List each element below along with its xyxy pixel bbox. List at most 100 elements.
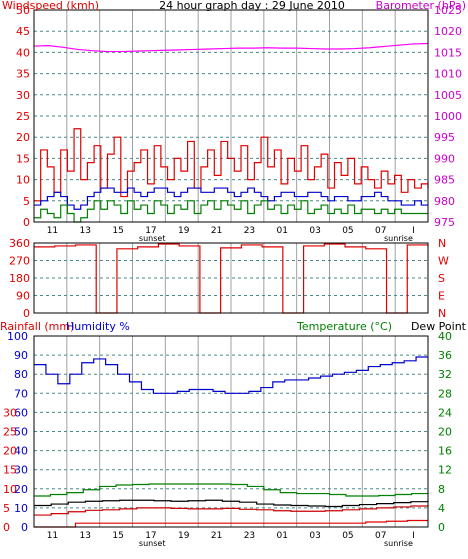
humidity-tick-label: 60 bbox=[14, 406, 28, 419]
left-tick-label: 45 bbox=[16, 25, 30, 38]
temperature-tick-label: 32 bbox=[438, 368, 452, 381]
right-axis-label: Barometer (hPa) bbox=[376, 0, 466, 12]
x-tick-label: 21 bbox=[211, 531, 222, 541]
temperature-tick-label: 16 bbox=[438, 445, 452, 458]
x-tick-label: 03 bbox=[309, 226, 320, 236]
rainfall-axis-label: Rainfall (mm) bbox=[0, 320, 74, 333]
x-tick-label: 23 bbox=[244, 531, 255, 541]
left-tick-label: 180 bbox=[9, 272, 30, 285]
temperature-tick-label: 40 bbox=[438, 330, 452, 343]
left-tick-label: 5 bbox=[23, 195, 30, 208]
temperature-tick-label: 28 bbox=[438, 387, 452, 400]
humidity-line bbox=[34, 356, 428, 394]
sunset-marker: sunset bbox=[139, 539, 166, 548]
rainfall-tick-label: 25 bbox=[3, 426, 17, 439]
temperature-tick-label: 24 bbox=[438, 406, 452, 419]
x-tick-label: 07 bbox=[375, 531, 386, 541]
x-tick-label: 01 bbox=[277, 226, 288, 236]
right-tick-label: 1020 bbox=[434, 25, 462, 38]
left-tick-label: 20 bbox=[16, 131, 30, 144]
left-axis-label: Windspeed (kmh) bbox=[2, 0, 99, 12]
compass-label: W bbox=[438, 255, 449, 268]
temperature-tick-label: 36 bbox=[438, 349, 452, 362]
plot-frame bbox=[33, 242, 429, 314]
left-tick-label: 0 bbox=[23, 307, 30, 320]
left-tick-label: 10 bbox=[16, 174, 30, 187]
left-tick-label: 0 bbox=[23, 216, 30, 229]
right-tick-label: 1000 bbox=[434, 110, 462, 123]
sunset-marker: sunset bbox=[139, 234, 166, 243]
humidity-tick-label: 70 bbox=[14, 387, 28, 400]
x-tick-label: I bbox=[412, 226, 415, 236]
temperature-tick-label: 20 bbox=[438, 426, 452, 439]
left-tick-label: 40 bbox=[16, 46, 30, 59]
left-tick-label: 90 bbox=[16, 290, 30, 303]
series-line bbox=[34, 187, 428, 210]
humidity-tick-label: 20 bbox=[14, 483, 28, 496]
right-tick-label: 1005 bbox=[434, 89, 462, 102]
x-tick-label: 11 bbox=[47, 226, 58, 236]
x-tick-label: 17 bbox=[145, 531, 156, 541]
dewpoint-axis-label: Dew Point bbox=[411, 320, 467, 333]
right-tick-label: 975 bbox=[434, 216, 455, 229]
right-tick-label: 990 bbox=[434, 152, 455, 165]
compass-label: N bbox=[438, 237, 446, 250]
left-tick-label: 30 bbox=[16, 89, 30, 102]
rainfall-tick-label: 20 bbox=[3, 445, 17, 458]
temperature-axis-label: Temperature (°C) bbox=[296, 320, 392, 333]
rainfall-line bbox=[34, 519, 428, 528]
rainfall-tick-label: 0 bbox=[3, 521, 10, 534]
x-tick-label: 01 bbox=[277, 531, 288, 541]
series-line bbox=[34, 128, 429, 202]
rainfall-tick-label: 15 bbox=[3, 464, 17, 477]
humidity-tick-label: 0 bbox=[21, 521, 28, 534]
humidity-tick-label: 100 bbox=[7, 330, 28, 343]
x-tick-label: I bbox=[412, 531, 415, 541]
rainfall-tick-label: 30 bbox=[3, 406, 17, 419]
x-tick-label: 19 bbox=[178, 531, 190, 541]
left-tick-label: 15 bbox=[16, 152, 30, 165]
series-line bbox=[34, 200, 428, 223]
humidity-tick-label: 80 bbox=[14, 368, 28, 381]
humidity-tick-label: 10 bbox=[14, 502, 28, 515]
x-tick-label: 13 bbox=[80, 531, 91, 541]
right-tick-label: 1025 bbox=[434, 4, 462, 17]
temperature-tick-label: 8 bbox=[438, 483, 445, 496]
x-tick-label: 21 bbox=[211, 226, 222, 236]
x-tick-label: 11 bbox=[47, 531, 58, 541]
plot-frame bbox=[33, 335, 429, 528]
sunrise-marker: sunrise bbox=[384, 234, 413, 243]
humidity-tick-label: 30 bbox=[14, 464, 28, 477]
left-tick-label: 50 bbox=[16, 4, 30, 17]
compass-label: N bbox=[438, 307, 446, 320]
left-tick-label: 25 bbox=[16, 110, 30, 123]
plot-frame bbox=[33, 9, 429, 223]
compass-label: E bbox=[438, 290, 445, 303]
chart-title: 24 hour graph day : 29 June 2010 bbox=[159, 0, 345, 12]
sunrise-marker: sunrise bbox=[384, 539, 413, 548]
x-tick-label: 13 bbox=[80, 226, 91, 236]
left-tick-label: 270 bbox=[9, 255, 30, 268]
right-tick-label: 995 bbox=[434, 131, 455, 144]
series-line bbox=[33, 42, 429, 53]
right-tick-label: 1015 bbox=[434, 46, 462, 59]
rainfall-tick-label: 10 bbox=[3, 483, 17, 496]
x-tick-label: 07 bbox=[375, 226, 386, 236]
rainfall-tick-label: 5 bbox=[3, 502, 10, 515]
compass-label: S bbox=[438, 272, 445, 285]
x-tick-label: 15 bbox=[112, 531, 123, 541]
temperature-tick-label: 12 bbox=[438, 464, 452, 477]
humidity-tick-label: 40 bbox=[14, 445, 28, 458]
right-tick-label: 980 bbox=[434, 195, 455, 208]
x-tick-label: 23 bbox=[244, 226, 255, 236]
humidity-tick-label: 50 bbox=[14, 426, 28, 439]
temperature-tick-label: 4 bbox=[438, 502, 445, 515]
humidity-tick-label: 90 bbox=[14, 349, 28, 362]
right-tick-label: 985 bbox=[434, 174, 455, 187]
temperature-tick-label: 0 bbox=[438, 521, 445, 534]
temperature-line bbox=[34, 499, 429, 508]
x-tick-label: 03 bbox=[309, 531, 320, 541]
x-tick-label: 15 bbox=[112, 226, 123, 236]
temperature-line bbox=[34, 483, 429, 497]
